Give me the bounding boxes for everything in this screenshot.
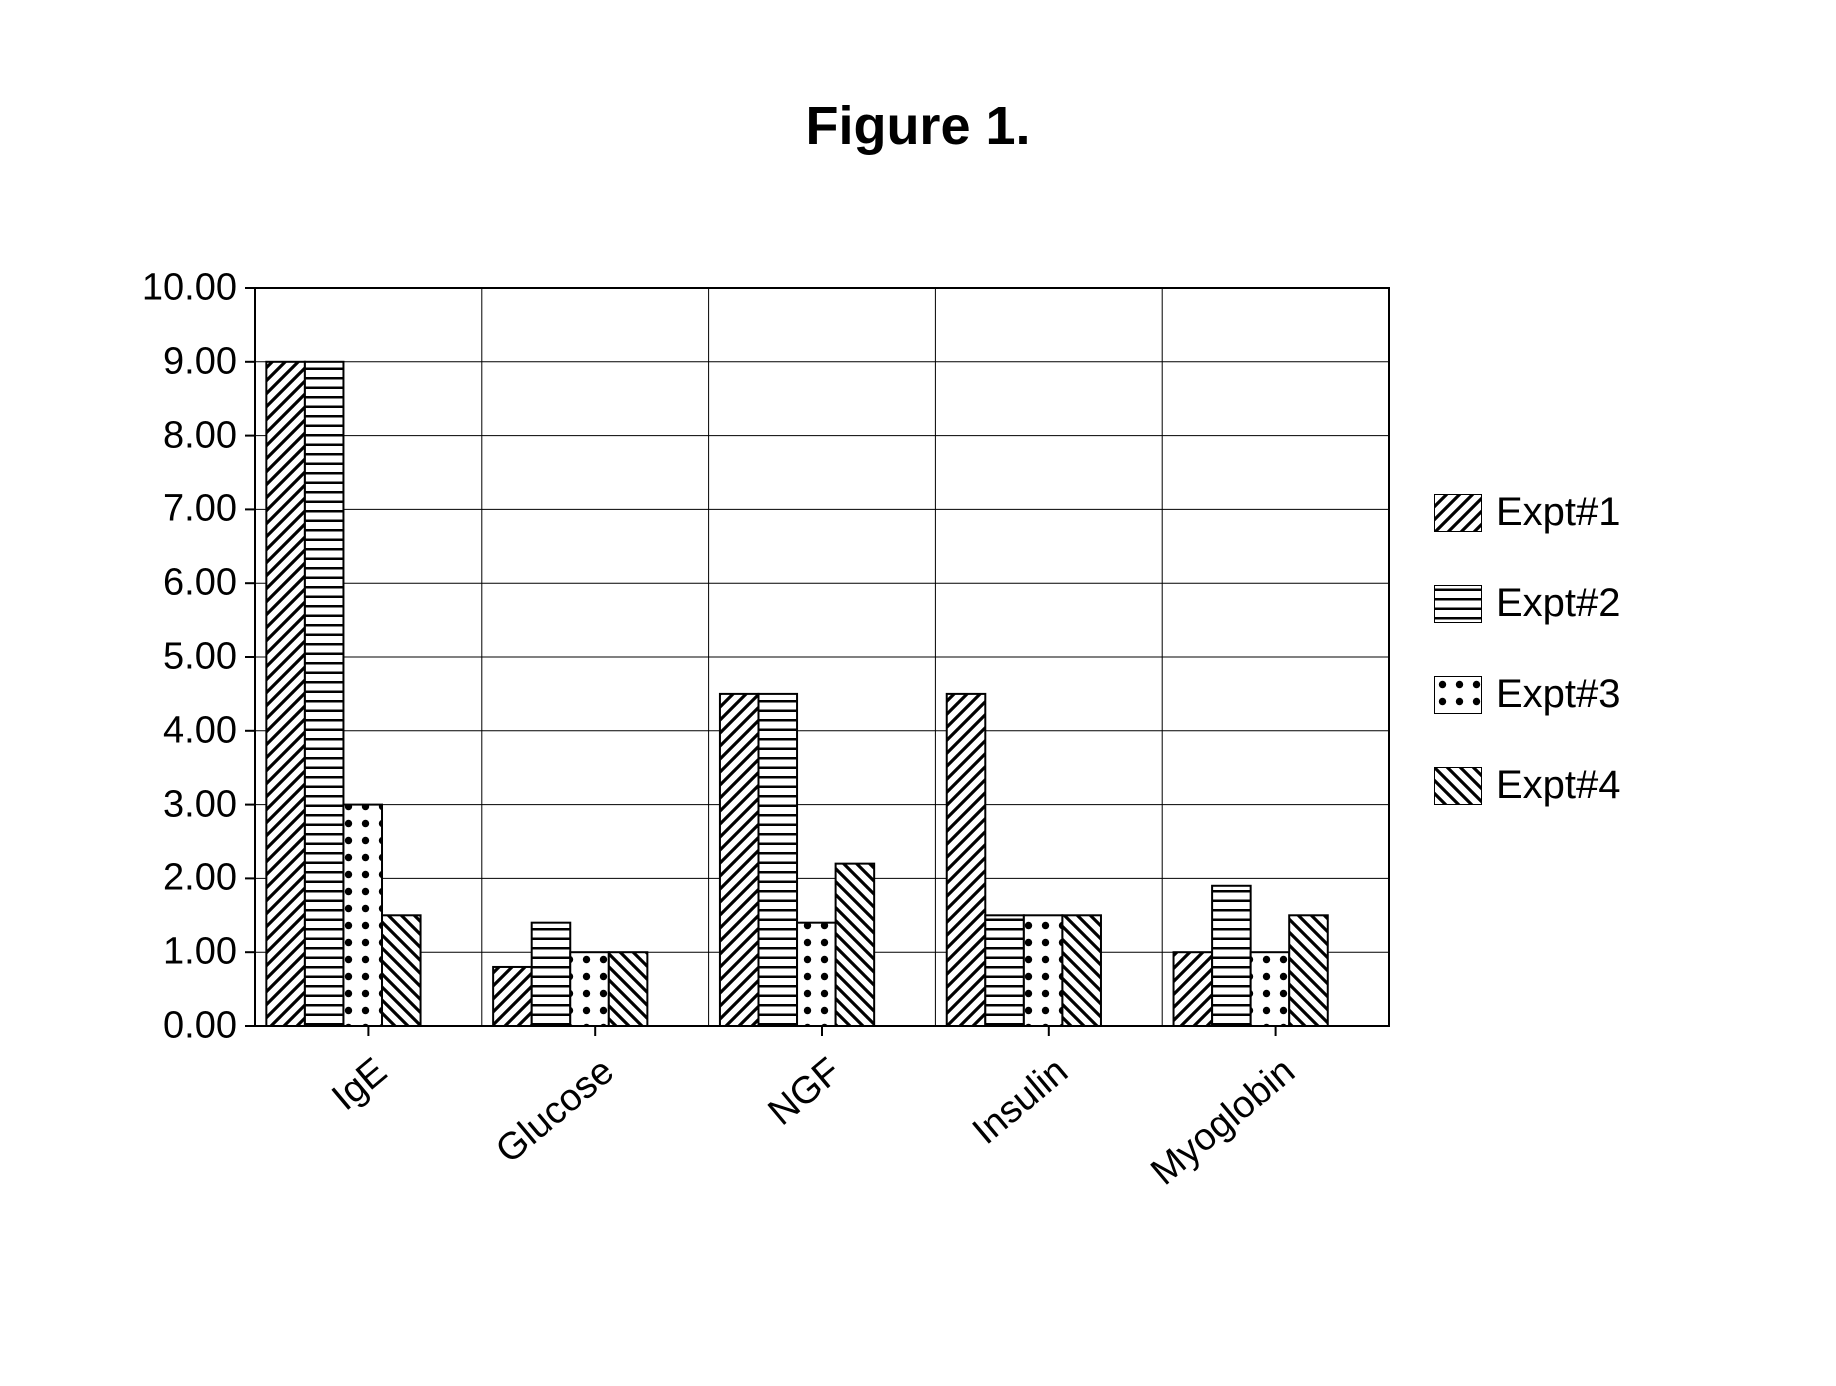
y-tick-label: 1.00 (117, 931, 237, 974)
legend-label: Expt#1 (1496, 490, 1621, 535)
y-tick-label: 9.00 (117, 340, 237, 383)
bar (836, 864, 875, 1026)
bar (305, 362, 344, 1026)
x-tick-label: NGF (761, 1050, 850, 1135)
bar (532, 923, 571, 1026)
bar (1251, 952, 1290, 1026)
y-tick-label: 4.00 (117, 709, 237, 752)
legend-swatch (1434, 676, 1482, 714)
bar (985, 915, 1024, 1026)
legend: Expt#1 Expt#2 Expt#3 Expt#4 (1434, 490, 1621, 808)
bar (609, 952, 648, 1026)
bar (720, 694, 759, 1026)
x-tick-label: Myoglobin (1143, 1050, 1303, 1194)
bar (1062, 915, 1101, 1026)
y-tick-label: 7.00 (117, 488, 237, 531)
bar (343, 805, 382, 1026)
bar (266, 362, 305, 1026)
legend-label: Expt#2 (1496, 581, 1621, 626)
bar (1174, 952, 1213, 1026)
bar (758, 694, 797, 1026)
figure-title: Figure 1. (0, 95, 1836, 157)
y-tick-label: 10.00 (117, 267, 237, 310)
y-tick-label: 2.00 (117, 857, 237, 900)
bar (493, 967, 532, 1026)
legend-item: Expt#1 (1434, 490, 1621, 535)
y-tick-label: 3.00 (117, 783, 237, 826)
bar (570, 952, 609, 1026)
chart-container (255, 288, 1389, 1026)
legend-label: Expt#3 (1496, 672, 1621, 717)
legend-item: Expt#2 (1434, 581, 1621, 626)
bar (947, 694, 986, 1026)
y-tick-label: 5.00 (117, 636, 237, 679)
legend-swatch (1434, 494, 1482, 532)
chart-svg (255, 288, 1389, 1026)
y-tick-label: 0.00 (117, 1005, 237, 1048)
bar (1289, 915, 1328, 1026)
bar (797, 923, 836, 1026)
legend-swatch (1434, 767, 1482, 805)
x-tick-label: IgE (325, 1050, 396, 1120)
legend-swatch (1434, 585, 1482, 623)
bar (382, 915, 421, 1026)
legend-item: Expt#3 (1434, 672, 1621, 717)
legend-label: Expt#4 (1496, 763, 1621, 808)
y-tick-label: 8.00 (117, 414, 237, 457)
bar (1212, 886, 1251, 1026)
page-root: { "figure": { "title": "Figure 1.", "tit… (0, 0, 1836, 1386)
legend-item: Expt#4 (1434, 763, 1621, 808)
x-tick-label: Insulin (965, 1050, 1077, 1154)
x-tick-label: Glucose (488, 1050, 622, 1173)
bar (1024, 915, 1063, 1026)
y-tick-label: 6.00 (117, 562, 237, 605)
